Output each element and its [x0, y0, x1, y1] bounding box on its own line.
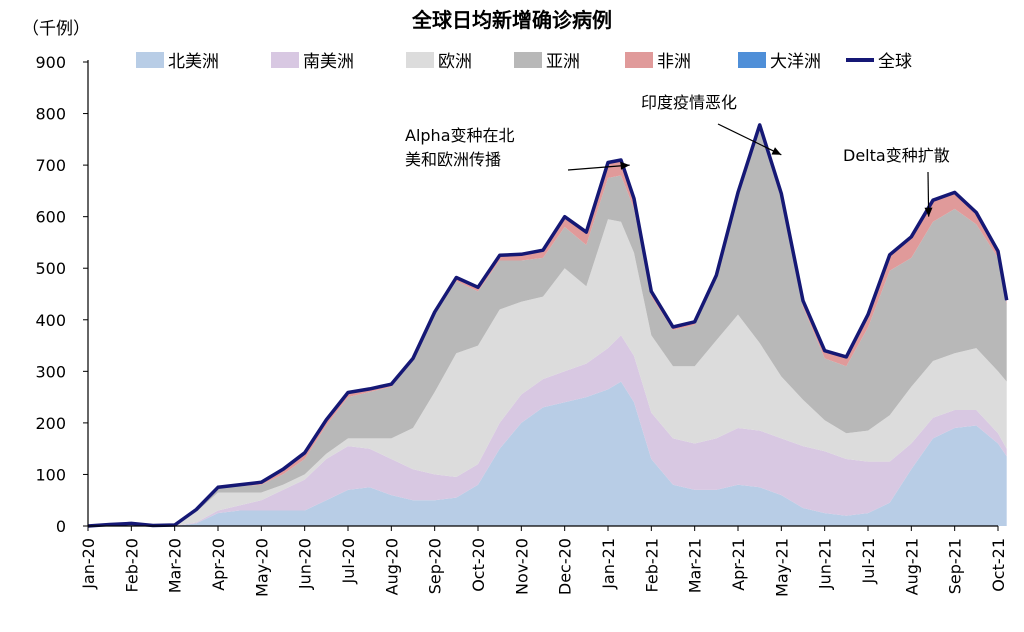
x-tick-label-13: Feb-21: [642, 538, 661, 592]
legend: 北美洲 南美洲 欧洲 亚洲 非洲 大洋洲 全球: [136, 52, 912, 72]
annotation-arrowhead-1: [771, 147, 782, 155]
y-tick-label-3: 300: [35, 362, 66, 381]
annotation-arrowhead-2: [924, 207, 933, 217]
x-tick-label-11: Dec-20: [556, 538, 575, 595]
annotation-arrow-0: [567, 164, 630, 171]
total-line: [87, 123, 1009, 528]
y-tick-label-6: 600: [35, 208, 66, 227]
legend-label-4: 非洲: [657, 52, 691, 72]
y-tick-label-4: 400: [35, 311, 66, 330]
y-unit-label: （千例）: [22, 19, 90, 39]
x-tick-label-15: Apr-21: [729, 538, 748, 591]
area-series-2: [88, 219, 1007, 526]
x-tick-label-4: May-20: [252, 538, 271, 597]
legend-swatch-0: [136, 52, 164, 68]
annotation-2-line-0: Delta变种扩散: [843, 146, 950, 165]
area-series-1: [88, 335, 1007, 526]
x-tick-label-6: Jul-20: [339, 538, 358, 584]
x-tick-label-21: Oct-21: [989, 538, 1008, 592]
legend-label-5: 大洋洲: [770, 52, 821, 72]
x-tick-label-7: Aug-20: [382, 538, 401, 595]
legend-label-2: 欧洲: [438, 52, 472, 72]
legend-label-0: 北美洲: [168, 52, 219, 72]
y-tick-label-0: 0: [56, 517, 66, 536]
legend-label-1: 南美洲: [303, 52, 354, 72]
legend-swatch-5: [738, 52, 766, 68]
legend-swatch-1: [271, 52, 299, 68]
annotation-1: 印度疫情恶化: [641, 93, 782, 156]
y-tick-label-5: 500: [35, 259, 66, 278]
y-tick-label-8: 800: [35, 105, 66, 124]
x-tick-label-20: Sep-21: [946, 538, 965, 594]
x-tick-label-0: Jan-20: [79, 538, 98, 590]
x-tick-label-19: Aug-21: [902, 538, 921, 595]
y-tick-label-2: 200: [35, 414, 66, 433]
legend-swatch-4: [625, 52, 653, 68]
x-tick-label-12: Jan-21: [599, 538, 618, 590]
stacked-areas: [88, 124, 1007, 527]
y-tick-label-1: 100: [35, 465, 66, 484]
x-tick-label-14: Mar-21: [686, 538, 705, 593]
area-series-0: [88, 381, 1007, 526]
x-tick-label-10: Nov-20: [512, 538, 531, 595]
annotation-2: Delta变种扩散: [843, 146, 950, 217]
x-tick-label-2: Mar-20: [166, 538, 185, 593]
y-tick-label-9: 900: [35, 53, 66, 72]
chart-title: 全球日均新增确诊病例: [411, 8, 612, 32]
annotation-arrowhead-0: [620, 161, 630, 170]
x-tick-label-5: Jun-20: [296, 538, 315, 590]
x-tick-label-9: Oct-20: [469, 538, 488, 592]
x-tick-label-8: Sep-20: [426, 538, 445, 594]
legend-label-total: 全球: [878, 52, 912, 72]
x-tick-label-18: Jul-21: [859, 538, 878, 584]
x-tick-label-3: Apr-20: [209, 538, 228, 591]
x-tick-label-16: May-21: [772, 538, 791, 597]
annotation-arrow-1: [717, 123, 782, 156]
annotation-0-line-0: Alpha变种在北: [405, 126, 515, 145]
y-tick-label-7: 700: [35, 156, 66, 175]
annotation-0-line-1: 美和欧洲传播: [405, 150, 501, 169]
x-tick-label-17: Jun-21: [816, 538, 835, 590]
legend-swatch-3: [514, 52, 542, 68]
x-tick-label-1: Feb-20: [122, 538, 141, 592]
area-series-3: [88, 129, 1007, 526]
legend-swatch-2: [406, 52, 434, 68]
annotation-1-line-0: 印度疫情恶化: [641, 93, 737, 112]
legend-label-3: 亚洲: [546, 52, 580, 72]
